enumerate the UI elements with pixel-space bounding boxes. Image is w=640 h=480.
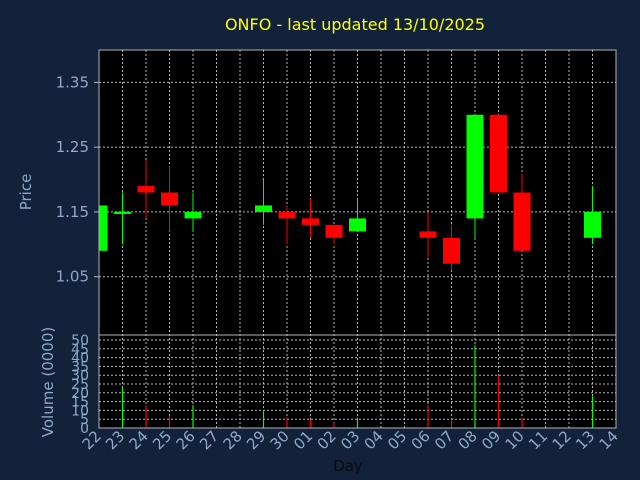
candle-body xyxy=(584,211,601,238)
price-axis-label: Price xyxy=(17,174,35,211)
chart-title: ONFO - last updated 13/10/2025 xyxy=(225,15,485,34)
price-tick-label: 1.35 xyxy=(56,73,89,91)
volume-tick-label: 15 xyxy=(71,395,89,411)
candle-body xyxy=(255,205,272,212)
candle-body xyxy=(349,218,366,232)
price-axis-ticks: 1.35 1.25 1.15 1.05 xyxy=(56,73,99,286)
candle-body xyxy=(419,231,437,238)
volume-tick-label: 0 xyxy=(80,421,89,437)
x-axis-ticks: 2223242526272829300102030405060708091011… xyxy=(79,427,622,453)
volume-tick-label: 25 xyxy=(71,377,89,393)
candle-body xyxy=(184,211,202,219)
price-tick-label: 1.25 xyxy=(56,138,89,156)
candle-body xyxy=(490,114,507,193)
volume-tick-label: 40 xyxy=(71,351,89,367)
candle-body xyxy=(466,114,484,219)
volume-tick-label: 5 xyxy=(80,412,89,428)
x-axis-label: Day xyxy=(333,457,363,475)
volume-tick-label: 50 xyxy=(71,333,89,349)
volume-tick-label: 10 xyxy=(71,403,89,419)
volume-tick-label: 45 xyxy=(71,342,89,358)
volume-tick-label: 30 xyxy=(71,368,89,384)
candle-body xyxy=(325,224,343,238)
candle-body xyxy=(161,192,178,206)
volume-axis-label: Volume (0000) xyxy=(39,327,57,437)
candle-body xyxy=(114,211,131,214)
plot-frame xyxy=(98,49,617,429)
volume-bars xyxy=(121,345,594,428)
candle-body xyxy=(137,186,155,193)
candle-body xyxy=(513,192,531,251)
candle-body xyxy=(278,211,296,219)
volume-tick-label: 20 xyxy=(71,386,89,402)
price-candles xyxy=(98,114,601,271)
volume-tick-label: 35 xyxy=(71,359,89,375)
candle-body xyxy=(99,205,108,251)
candle-body xyxy=(443,237,460,264)
price-tick-label: 1.05 xyxy=(56,268,89,286)
candle-body xyxy=(302,218,319,225)
price-tick-label: 1.15 xyxy=(56,203,89,221)
